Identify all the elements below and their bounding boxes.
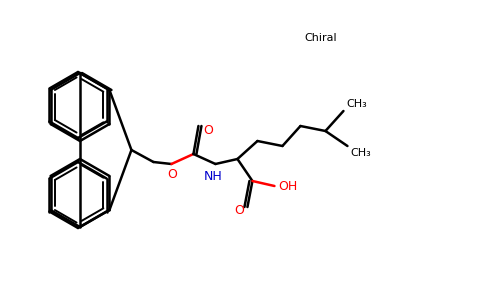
Text: Chiral: Chiral (304, 33, 337, 43)
Text: O: O (167, 167, 177, 181)
Text: NH: NH (204, 169, 223, 182)
Text: OH: OH (278, 179, 297, 193)
Text: O: O (235, 205, 244, 218)
Text: O: O (203, 124, 213, 137)
Text: CH₃: CH₃ (350, 148, 371, 158)
Text: CH₃: CH₃ (347, 99, 367, 109)
